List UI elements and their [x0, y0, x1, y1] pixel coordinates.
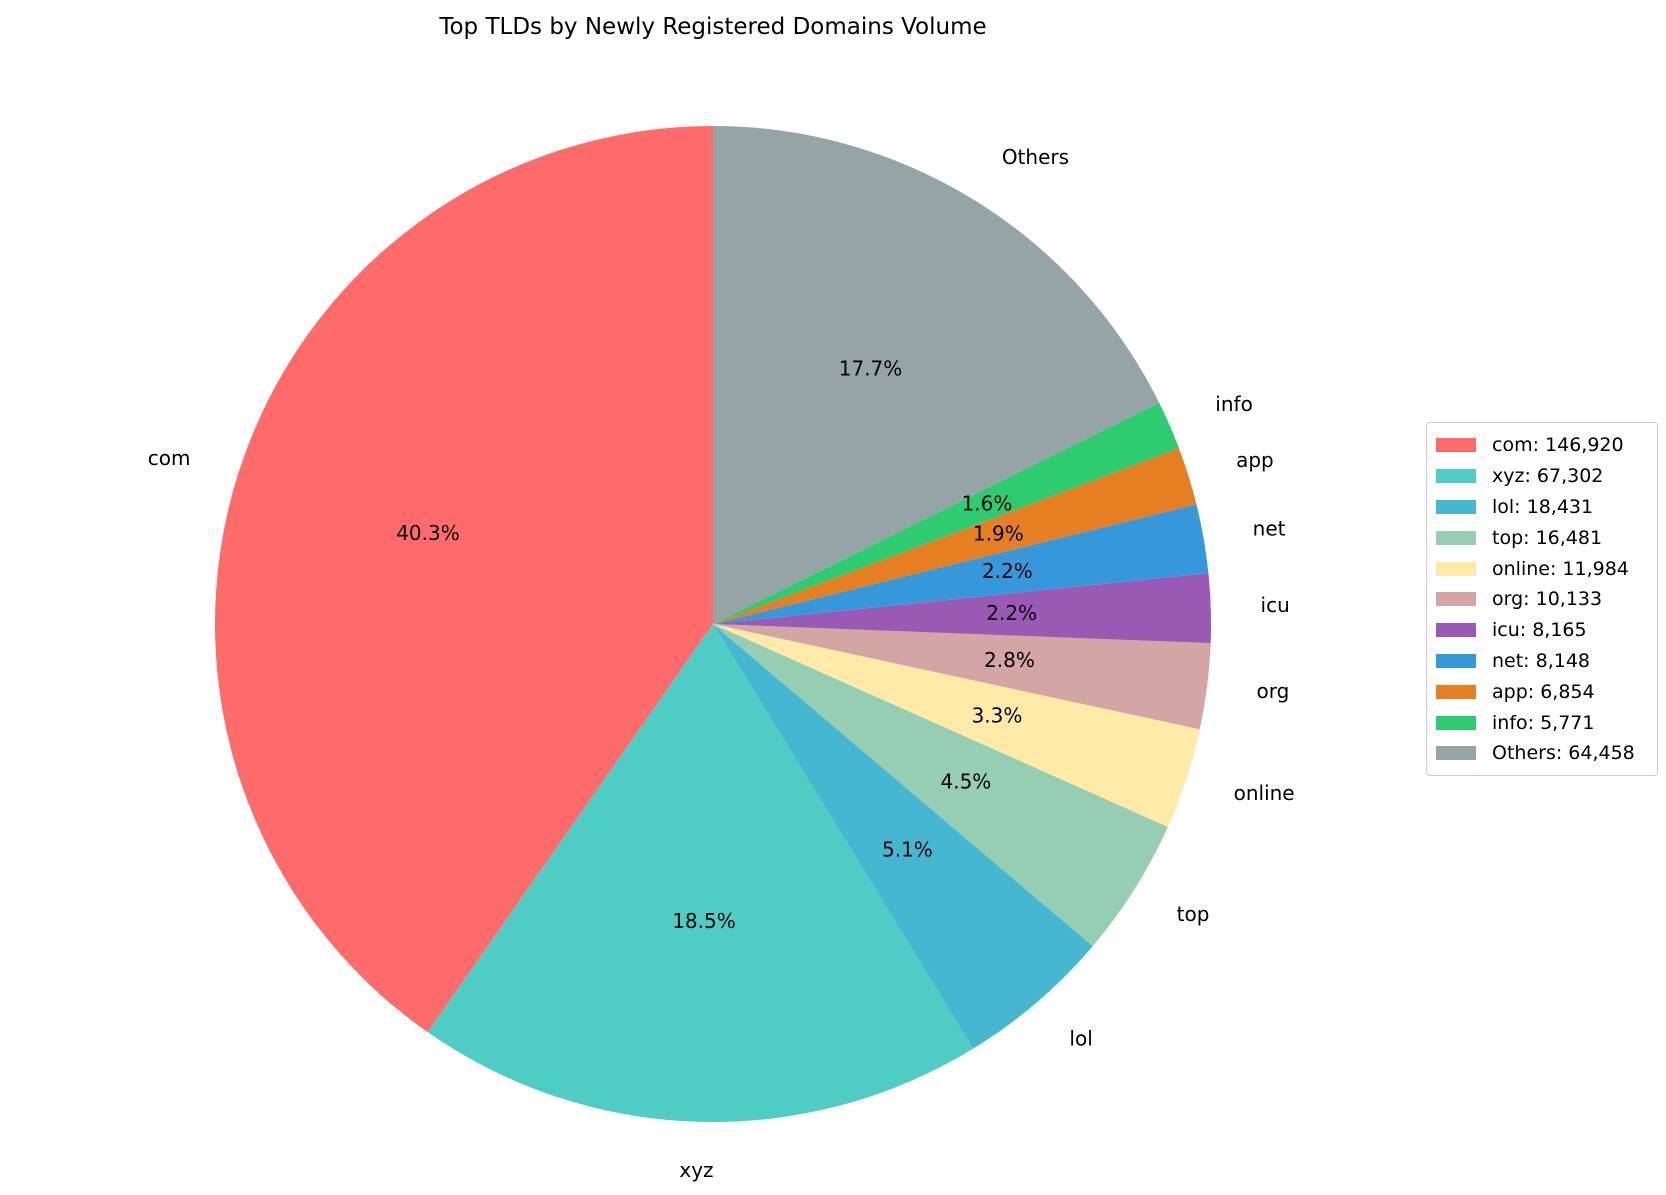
legend-label: xyz: 67,302 — [1492, 465, 1604, 488]
legend-label: net: 8,148 — [1492, 649, 1591, 672]
legend-label: app: 6,854 — [1492, 680, 1595, 703]
legend-swatch — [1436, 623, 1476, 638]
legend-item-app: app: 6,854 — [1436, 676, 1647, 707]
slice-pct-app: 1.9% — [973, 522, 1024, 546]
legend-item-info: info: 5,771 — [1436, 707, 1647, 738]
slice-label-others: Others — [1002, 145, 1069, 169]
legend-swatch — [1436, 438, 1476, 453]
legend-swatch — [1436, 592, 1476, 607]
legend-item-lol: lol: 18,431 — [1436, 492, 1647, 523]
legend-label: com: 146,920 — [1492, 434, 1624, 457]
legend-item-icu: icu: 8,165 — [1436, 615, 1647, 646]
legend-swatch — [1436, 499, 1476, 514]
slice-label-com: com — [148, 446, 191, 470]
slice-label-top: top — [1177, 902, 1210, 926]
legend-label: online: 11,984 — [1492, 557, 1629, 580]
legend-label: Others: 64,458 — [1492, 742, 1635, 765]
slice-pct-others: 17.7% — [839, 357, 903, 381]
slice-pct-lol: 5.1% — [882, 837, 933, 861]
pie-slice-lol — [713, 624, 1093, 1049]
legend-swatch — [1436, 561, 1476, 576]
slice-label-xyz: xyz — [679, 1158, 713, 1182]
pie-slice-top — [713, 624, 1168, 947]
slice-pct-online: 3.3% — [972, 703, 1023, 727]
legend-swatch — [1436, 469, 1476, 484]
pie-slice-others — [713, 126, 1160, 624]
slice-pct-top: 4.5% — [941, 770, 992, 794]
legend-swatch — [1436, 653, 1476, 668]
legend-label: org: 10,133 — [1492, 588, 1603, 611]
legend: com: 146,920 xyz: 67,302 lol: 18,431 top: 1… — [1426, 422, 1658, 776]
legend-item-xyz: xyz: 67,302 — [1436, 461, 1647, 492]
pie-slice-xyz — [427, 624, 974, 1122]
legend-swatch — [1436, 715, 1476, 730]
pie-slice-online — [713, 624, 1200, 827]
pie-slice-info — [713, 402, 1179, 624]
slice-label-icu: icu — [1261, 593, 1290, 617]
legend-label: lol: 18,431 — [1492, 495, 1594, 518]
pie-slice-net — [713, 504, 1209, 624]
slice-label-online: online — [1234, 781, 1295, 805]
pie-slices — [215, 126, 1211, 1122]
legend-label: icu: 8,165 — [1492, 619, 1587, 642]
slice-pct-xyz: 18.5% — [672, 909, 736, 933]
slice-labels: com 40.3% xyz 18.5% lol 5.1% top 4.5% online 3.3%… — [148, 145, 1295, 1182]
pie-slice-icu — [713, 573, 1211, 644]
legend-item-org: org: 10,133 — [1436, 584, 1647, 615]
legend-item-top: top: 16,481 — [1436, 522, 1647, 553]
legend-swatch — [1436, 684, 1476, 699]
chart-title: Top TLDs by Newly Registered Domains Vol… — [438, 14, 986, 40]
slice-label-app: app — [1236, 448, 1274, 472]
slice-label-lol: lol — [1069, 1026, 1092, 1050]
legend-label: info: 5,771 — [1492, 711, 1595, 734]
slice-label-org: org — [1256, 679, 1289, 703]
legend-item-com: com: 146,920 — [1436, 430, 1647, 461]
slice-pct-org: 2.8% — [984, 648, 1035, 672]
slice-pct-icu: 2.2% — [986, 601, 1037, 625]
pie-slice-org — [713, 624, 1211, 730]
pie-slice-app — [713, 448, 1197, 624]
legend-item-online: online: 11,984 — [1436, 553, 1647, 584]
slice-pct-com: 40.3% — [396, 521, 460, 545]
pie-slice-com — [215, 126, 713, 1033]
slice-label-info: info — [1215, 392, 1253, 416]
slice-pct-info: 1.6% — [962, 491, 1013, 515]
slice-label-net: net — [1253, 517, 1286, 541]
legend-label: top: 16,481 — [1492, 526, 1603, 549]
legend-swatch — [1436, 530, 1476, 545]
legend-item-others: Others: 64,458 — [1436, 738, 1647, 769]
legend-swatch — [1436, 746, 1476, 761]
legend-item-net: net: 8,148 — [1436, 646, 1647, 677]
slice-pct-net: 2.2% — [982, 559, 1033, 583]
